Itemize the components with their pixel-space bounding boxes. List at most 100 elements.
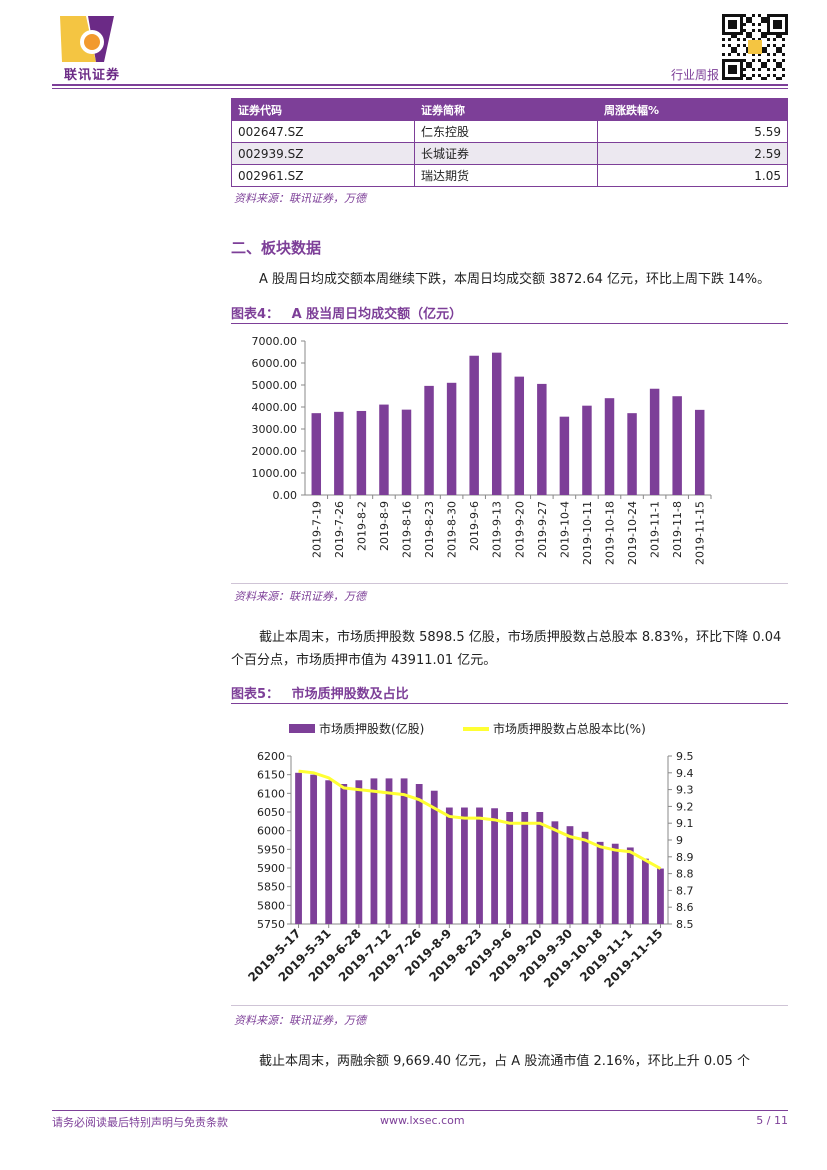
left-y-tick-label: 5850 (257, 881, 285, 894)
bar (370, 778, 378, 924)
bar (641, 858, 649, 924)
left-y-tick-label: 5950 (257, 843, 285, 856)
x-tick-label: 2019-8-23 (423, 501, 436, 558)
y-tick-label: 1000.00 (252, 467, 298, 480)
bar (424, 385, 434, 495)
bar (310, 774, 318, 924)
bar (334, 411, 344, 495)
bar (476, 807, 483, 924)
bar (446, 382, 457, 495)
footer-website-link[interactable]: www.lxsec.com (380, 1114, 465, 1127)
figure4-caption: A 股当周日均成交额（亿元） (291, 307, 463, 322)
bar (491, 352, 502, 495)
y-tick-label: 7000.00 (252, 335, 298, 348)
x-tick-label: 2019-11-15 (694, 501, 707, 565)
x-tick-label: 2019-7-19 (310, 501, 323, 558)
right-y-tick-label: 8.6 (676, 901, 694, 914)
figure5-caption: 市场质押股数及占比 (291, 687, 409, 702)
x-tick-label: 2019-10-11 (581, 501, 594, 565)
x-tick-label: 2019-9-13 (491, 501, 504, 558)
bar (415, 784, 423, 924)
right-y-tick-label: 9.5 (676, 750, 694, 763)
bar (400, 778, 408, 924)
y-tick-label: 3000.00 (252, 423, 298, 436)
figure5-label: 图表5： (231, 687, 280, 702)
paragraph-pledge: 截止本周末，市场质押股数 5898.5 亿股，市场质押股数占总股本 8.83%，… (231, 630, 782, 668)
stock-change-table: 证券代码 证券简称 周涨跌幅% 002647.SZ 仁东控股 5.59 0029… (231, 98, 788, 187)
bar (657, 868, 664, 924)
left-y-tick-label: 6000 (257, 825, 285, 838)
right-y-tick-label: 8.9 (676, 851, 694, 864)
bar (385, 778, 393, 924)
bar (566, 826, 574, 924)
left-y-tick-label: 6150 (257, 769, 285, 782)
x-tick-label: 2019-8-16 (401, 501, 414, 558)
table-header-row: 证券代码 证券简称 周涨跌幅% (231, 98, 788, 121)
right-y-tick-label: 9.4 (676, 767, 694, 780)
bar (582, 405, 592, 495)
stock-name: 瑞达期货 (414, 164, 598, 187)
stock-name: 长城证券 (414, 142, 598, 165)
left-y-tick-label: 6050 (257, 806, 285, 819)
turnover-bar-chart: 0.00 1000.00 2000.00 3000.00 4000.00 5000.00 6… (252, 335, 712, 565)
table-row: 002939.SZ 长城证券 2.59 (231, 142, 788, 165)
figure5-top-rule (231, 703, 788, 704)
table-row: 002961.SZ 瑞达期货 1.05 (231, 164, 788, 187)
weekly-change: 5.59 (597, 120, 788, 143)
bar (672, 396, 682, 495)
right-y-tick-label: 8.8 (676, 868, 694, 881)
left-y-tick-label: 5800 (257, 899, 285, 912)
x-tick-label: 2019-9-27 (536, 501, 549, 558)
weekly-change: 2.59 (597, 142, 788, 165)
bar (340, 784, 348, 924)
paragraph-margin: 截止本周末，两融余额 9,669.40 亿元，占 A 股流通市值 2.16%，环… (259, 1054, 750, 1069)
y-tick-label: 2000.00 (252, 445, 298, 458)
bar (604, 398, 615, 495)
figure5-bottom-rule (231, 1005, 788, 1006)
bar (537, 383, 547, 495)
series-line (298, 769, 662, 870)
footer-divider (52, 1110, 788, 1111)
column-header: 证券简称 (414, 98, 598, 121)
stock-code: 002647.SZ (231, 120, 415, 143)
right-y-tick-label: 8.5 (676, 918, 694, 931)
pledge-combo-chart: 市场质押股数(亿股) 市场质押股数占总股本比(%) 5750 5800 5850 5900… (245, 721, 694, 990)
legend-label: 市场质押股数占总股本比(%) (493, 721, 646, 736)
y-tick-label: 5000.00 (252, 379, 298, 392)
header-divider-thin (52, 88, 788, 89)
y-tick-label: 4000.00 (252, 401, 298, 414)
stock-code: 002961.SZ (231, 164, 415, 187)
bar (311, 413, 322, 495)
bar (355, 780, 363, 924)
x-tick-label: 2019-10-24 (626, 501, 639, 565)
bar (461, 807, 468, 924)
bar (596, 841, 604, 924)
right-y-tick-label: 9.1 (676, 817, 694, 830)
logo-text: 联讯证券 (63, 68, 120, 83)
figure4-top-rule (231, 323, 788, 324)
company-logo (52, 12, 132, 84)
column-header: 证券代码 (231, 98, 415, 121)
left-y-tick-label: 5900 (257, 862, 285, 875)
x-tick-label: 2019-8-9 (378, 501, 391, 551)
bar (401, 409, 412, 495)
x-tick-label: 2019-9-20 (513, 501, 526, 558)
x-tick-label: 2019-8-30 (446, 501, 459, 558)
right-y-tick-label: 9 (676, 834, 683, 847)
right-y-tick-label: 9.3 (676, 784, 694, 797)
report-type-label: 行业周报 (670, 68, 719, 82)
header-divider (52, 84, 788, 86)
bar (325, 780, 333, 924)
x-tick-label: 2019-9-6 (468, 501, 481, 551)
figure4-bottom-rule (231, 583, 788, 584)
right-y-tick-label: 9.2 (676, 800, 694, 813)
paragraph-turnover: A 股周日均成交额本周继续下跌，本周日均成交额 3872.64 亿元，环比上周下… (259, 272, 771, 287)
bar (514, 376, 525, 495)
weekly-change: 1.05 (597, 164, 788, 187)
bar (551, 821, 559, 924)
x-tick-label: 2019-10-18 (604, 501, 617, 565)
bar (430, 790, 438, 924)
section-title: 二、板块数据 (231, 239, 322, 257)
bar (536, 812, 544, 924)
bar (581, 831, 589, 924)
